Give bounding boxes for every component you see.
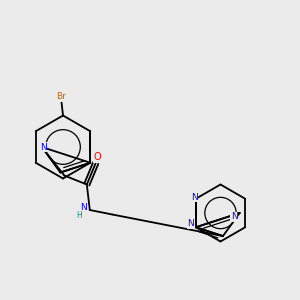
- Text: O: O: [94, 152, 101, 163]
- Text: H: H: [76, 212, 82, 220]
- Text: N: N: [187, 219, 194, 228]
- Text: Br: Br: [57, 92, 66, 101]
- Text: N: N: [80, 202, 87, 211]
- Text: N: N: [191, 193, 198, 202]
- Text: N: N: [231, 212, 238, 221]
- Text: N: N: [40, 142, 47, 152]
